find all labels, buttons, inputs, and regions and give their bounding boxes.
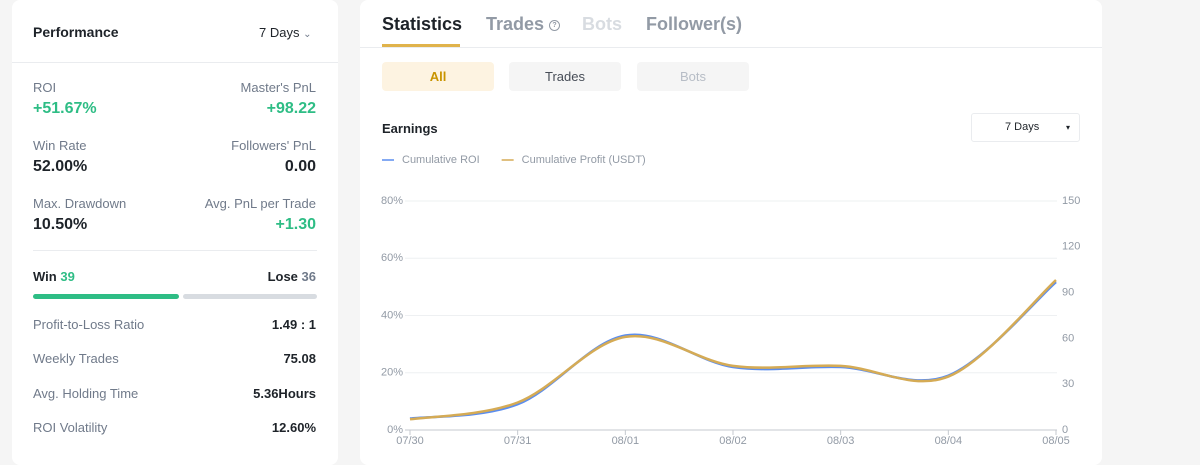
x-tick-label: 08/01	[612, 435, 640, 447]
tab[interactable]: Statistics	[382, 14, 463, 34]
series-line	[409, 281, 1057, 420]
chart-period-select[interactable]: 7 Days ▾	[971, 113, 1080, 142]
active-tab-indicator	[382, 44, 460, 47]
page: {"panel": {"title": "Performance", "peri…	[12, 14, 1102, 447]
y2-tick-label: 90	[1062, 287, 1074, 299]
x-tick-label: 08/05	[1042, 435, 1070, 447]
legend-label: Cumulative Profit (USDT)	[522, 154, 646, 166]
metric-value: +1.30	[275, 216, 316, 233]
x-tick-label: 07/30	[396, 435, 424, 447]
chart-period: 7 Days	[1005, 121, 1040, 133]
y2-tick-label: 30	[1062, 378, 1074, 390]
win: Win 39	[33, 269, 75, 284]
lose-label: Lose	[267, 269, 298, 284]
filter-button: Bots	[637, 62, 749, 91]
win-count: 39	[60, 269, 75, 284]
divider	[12, 62, 338, 63]
tab[interactable]: Follower(s)	[646, 14, 743, 34]
x-tick-label: 08/03	[827, 435, 855, 447]
panel-title: Performance	[33, 24, 119, 40]
filter-button[interactable]: All	[382, 62, 494, 91]
metric-label: ROI	[33, 80, 57, 95]
period-select[interactable]: 7 Days ⌄	[259, 25, 312, 40]
y-tick-label: 40%	[381, 309, 403, 321]
y2-tick-label: 0	[1062, 424, 1068, 436]
stat-value: 75.08	[283, 351, 316, 366]
tab-label: Trades	[486, 14, 545, 34]
period: 7 Days	[259, 25, 300, 40]
stat-value: 12.60%	[271, 420, 316, 435]
series-line	[409, 279, 1057, 421]
lose-bar	[182, 294, 317, 299]
earnings-chart: 0% 20% 40% 60% 80% 0 30 60 90 120 150 07/30 07/31 08/…	[381, 154, 1080, 447]
y-tick-label: 60%	[381, 252, 403, 264]
filter-button[interactable]: Trades	[509, 62, 621, 91]
stat-label: ROI Volatility	[33, 420, 108, 435]
metric-value: +98.22	[266, 100, 316, 117]
chart-title: Earnings	[382, 121, 438, 136]
x-tick-label: 08/04	[935, 435, 963, 447]
metric-label: Followers' PnL	[231, 138, 316, 153]
stat-value: 1.49 : 1	[271, 317, 316, 332]
lose-count: 36	[301, 269, 316, 284]
win-label: Win	[33, 269, 57, 284]
y2-tick-label: 120	[1062, 241, 1080, 253]
metric-value: +51.67%	[33, 100, 97, 117]
y-tick-label: 0%	[387, 424, 403, 436]
stat-label: Avg. Holding Time	[33, 386, 139, 401]
metric-value: 10.50%	[33, 216, 88, 233]
stat-value: 5.36Hours	[253, 386, 316, 401]
y2-tick-label: 150	[1062, 195, 1080, 207]
tab[interactable]: Trades ?	[486, 14, 561, 35]
win-bar	[33, 294, 179, 299]
metric-label: Master's PnL	[240, 80, 316, 95]
lose: Lose 36	[268, 269, 316, 284]
metric-label: Max. Drawdown	[33, 196, 127, 211]
y-tick-label: 80%	[381, 195, 403, 207]
stat-label: Profit-to-Loss Ratio	[33, 317, 145, 332]
legend-label: Cumulative ROI	[402, 154, 480, 166]
x-tick-label: 08/02	[719, 435, 747, 447]
metric-label: Win Rate	[33, 138, 87, 153]
x-tick-label: 07/31	[504, 435, 532, 447]
divider	[360, 47, 1102, 48]
performance-card: Performance 7 Days ⌄ ROI +51.67% Master'…	[12, 0, 338, 465]
metric-value: 52.00%	[33, 158, 88, 175]
y2-tick-label: 60	[1062, 332, 1074, 344]
y-tick-label: 20%	[381, 367, 403, 379]
divider	[33, 250, 317, 251]
statistics-card: Statistics Trades ? Bots Follower(s) All…	[360, 0, 1102, 465]
metric-label: Avg. PnL per Trade	[204, 196, 316, 211]
tab: Bots	[582, 14, 622, 34]
stat-label: Weekly Trades	[33, 351, 119, 366]
metric-value: 0.00	[284, 158, 316, 175]
